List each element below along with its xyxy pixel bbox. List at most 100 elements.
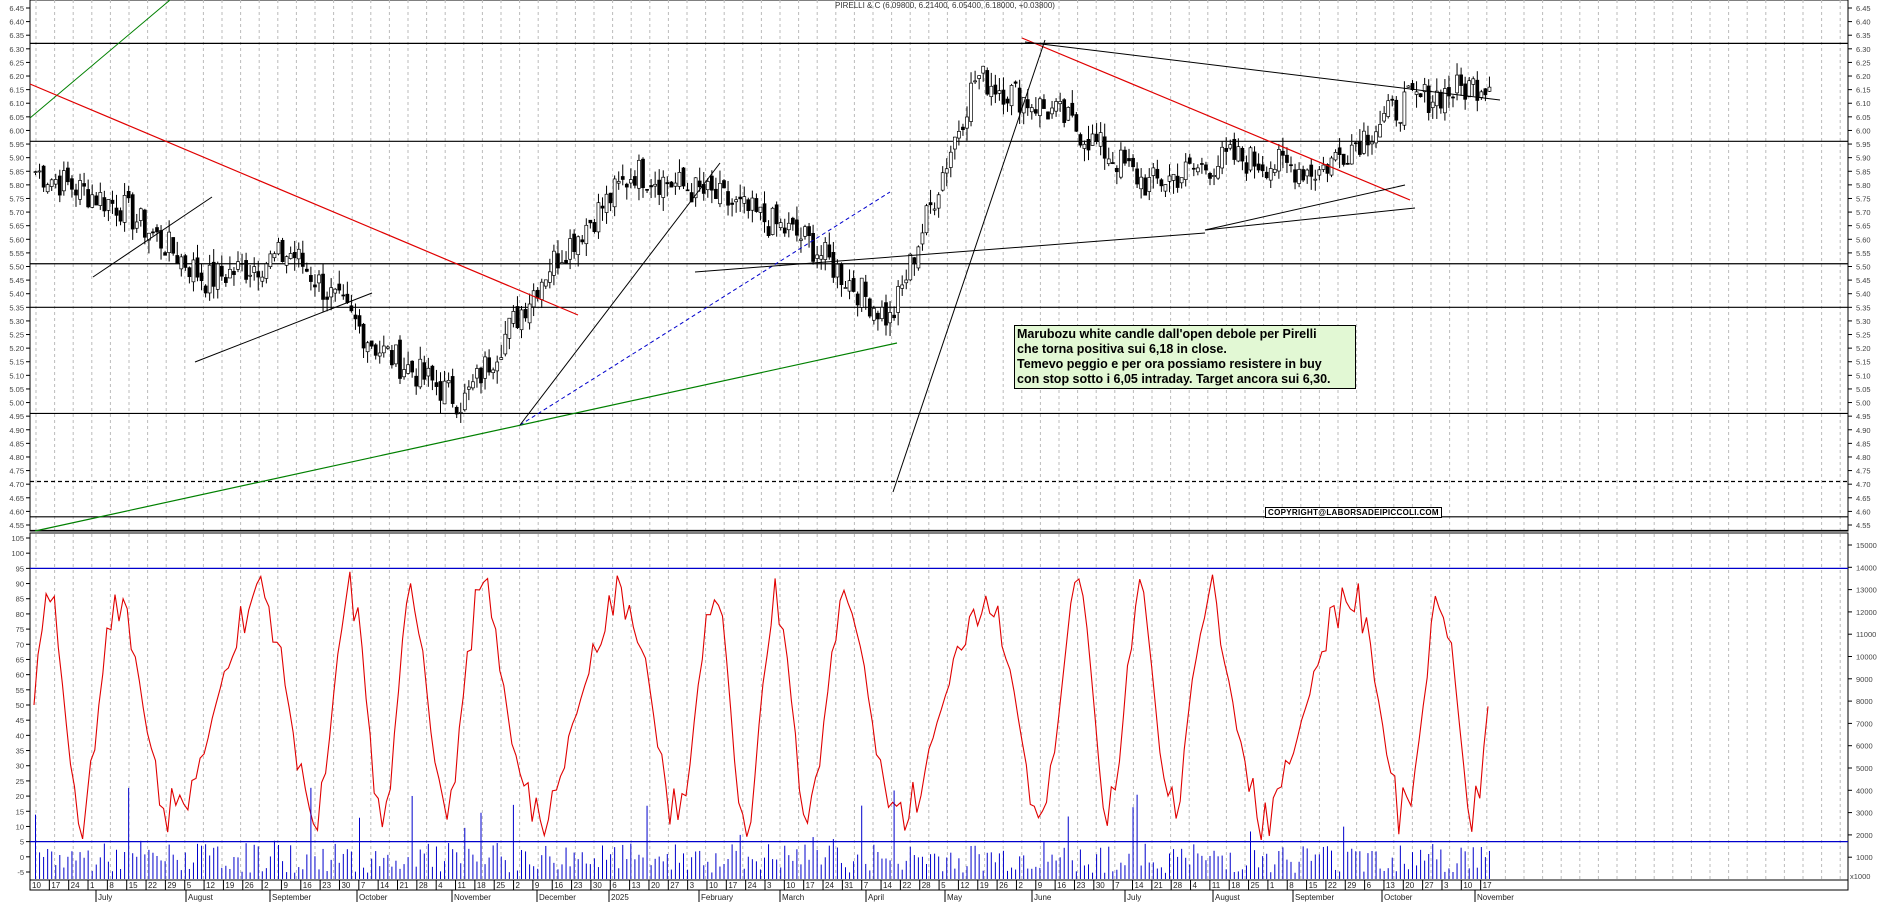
svg-text:8000: 8000	[1856, 697, 1873, 706]
svg-text:5.75: 5.75	[9, 194, 24, 203]
svg-text:20: 20	[1405, 881, 1414, 890]
svg-text:18: 18	[477, 881, 486, 890]
candles	[33, 63, 1492, 423]
svg-text:3: 3	[767, 881, 772, 890]
svg-text:4.55: 4.55	[9, 521, 24, 530]
svg-text:80: 80	[16, 610, 24, 619]
svg-text:4.65: 4.65	[9, 494, 24, 503]
svg-text:0: 0	[20, 853, 24, 862]
svg-text:11000: 11000	[1856, 630, 1876, 639]
svg-text:6.00: 6.00	[1856, 126, 1871, 135]
svg-text:4: 4	[1193, 881, 1198, 890]
svg-text:14: 14	[1135, 881, 1144, 890]
svg-text:30: 30	[341, 881, 350, 890]
svg-text:5.50: 5.50	[9, 263, 24, 272]
svg-text:31: 31	[844, 881, 853, 890]
svg-text:March: March	[782, 893, 804, 902]
svg-text:29: 29	[167, 881, 176, 890]
svg-text:June: June	[1034, 893, 1052, 902]
svg-text:24: 24	[748, 881, 757, 890]
svg-text:6.30: 6.30	[9, 45, 24, 54]
svg-text:8: 8	[1289, 881, 1294, 890]
svg-text:13: 13	[632, 881, 641, 890]
svg-text:95: 95	[16, 564, 24, 573]
svg-text:26: 26	[245, 881, 254, 890]
svg-text:2000: 2000	[1856, 831, 1873, 840]
annotation-line: Temevo peggio e per ora possiamo resiste…	[1017, 357, 1322, 371]
annotation-box: Marubozu white candle dall'open debole p…	[1014, 325, 1356, 389]
svg-text:2025: 2025	[611, 893, 629, 902]
svg-text:4.85: 4.85	[1856, 439, 1871, 448]
svg-text:10000: 10000	[1856, 653, 1877, 662]
svg-text:3000: 3000	[1856, 809, 1873, 818]
svg-text:5.95: 5.95	[9, 140, 24, 149]
svg-text:6.35: 6.35	[1856, 31, 1871, 40]
svg-text:May: May	[947, 893, 962, 902]
svg-text:5.10: 5.10	[1856, 371, 1871, 380]
svg-text:-5: -5	[17, 868, 24, 877]
svg-text:6.15: 6.15	[9, 86, 24, 95]
svg-text:21: 21	[400, 881, 409, 890]
svg-text:70: 70	[16, 640, 24, 649]
svg-text:1: 1	[90, 881, 95, 890]
svg-text:5.65: 5.65	[1856, 222, 1871, 231]
svg-text:5.70: 5.70	[9, 208, 24, 217]
svg-text:9000: 9000	[1856, 675, 1873, 684]
svg-text:55: 55	[16, 686, 24, 695]
svg-text:4.75: 4.75	[9, 467, 24, 476]
svg-text:6.40: 6.40	[9, 18, 24, 27]
svg-text:6.45: 6.45	[9, 4, 24, 13]
svg-text:45: 45	[16, 716, 24, 725]
svg-text:5000: 5000	[1856, 764, 1873, 773]
svg-text:6.05: 6.05	[9, 113, 24, 122]
svg-text:14: 14	[883, 881, 892, 890]
svg-text:4.60: 4.60	[1856, 507, 1871, 516]
svg-text:14: 14	[380, 881, 389, 890]
svg-text:35: 35	[16, 747, 24, 756]
svg-text:4.80: 4.80	[1856, 453, 1871, 462]
svg-text:6.05: 6.05	[1856, 113, 1871, 122]
svg-text:5.50: 5.50	[1856, 263, 1871, 272]
svg-text:August: August	[188, 893, 214, 902]
svg-text:5: 5	[20, 838, 24, 847]
svg-text:25: 25	[496, 881, 505, 890]
svg-text:20: 20	[651, 881, 660, 890]
svg-text:4.80: 4.80	[9, 453, 24, 462]
svg-text:10: 10	[709, 881, 718, 890]
svg-text:6.45: 6.45	[1856, 4, 1871, 13]
svg-text:4.95: 4.95	[9, 412, 24, 421]
svg-text:30: 30	[16, 762, 24, 771]
svg-text:17: 17	[51, 881, 60, 890]
svg-text:6.30: 6.30	[1856, 45, 1871, 54]
svg-text:10: 10	[786, 881, 795, 890]
svg-text:28: 28	[1173, 881, 1182, 890]
svg-text:26: 26	[999, 881, 1008, 890]
svg-text:3: 3	[1444, 881, 1449, 890]
svg-text:5.90: 5.90	[1856, 154, 1871, 163]
svg-text:5.35: 5.35	[9, 303, 24, 312]
svg-text:4.95: 4.95	[1856, 412, 1871, 421]
svg-text:25: 25	[1251, 881, 1260, 890]
svg-text:9: 9	[535, 881, 540, 890]
svg-text:85: 85	[16, 595, 24, 604]
svg-text:21: 21	[1154, 881, 1163, 890]
svg-text:6.10: 6.10	[9, 99, 24, 108]
svg-text:17: 17	[1483, 881, 1492, 890]
svg-text:9: 9	[283, 881, 288, 890]
svg-text:10: 10	[1463, 881, 1472, 890]
chart-title: PIRELLI & C (6.09800, 6.21400, 6.05400, …	[835, 1, 1055, 10]
svg-text:25: 25	[16, 777, 24, 786]
svg-text:16: 16	[1057, 881, 1066, 890]
svg-text:October: October	[359, 893, 388, 902]
svg-text:23: 23	[1076, 881, 1085, 890]
svg-text:6.10: 6.10	[1856, 99, 1871, 108]
svg-text:22: 22	[902, 881, 911, 890]
svg-text:19: 19	[980, 881, 989, 890]
svg-text:23: 23	[574, 881, 583, 890]
svg-text:7: 7	[361, 881, 366, 890]
svg-text:5.85: 5.85	[1856, 167, 1871, 176]
svg-text:5.70: 5.70	[1856, 208, 1871, 217]
svg-text:5.60: 5.60	[1856, 235, 1871, 244]
svg-text:2: 2	[264, 881, 269, 890]
svg-text:4.75: 4.75	[1856, 467, 1871, 476]
